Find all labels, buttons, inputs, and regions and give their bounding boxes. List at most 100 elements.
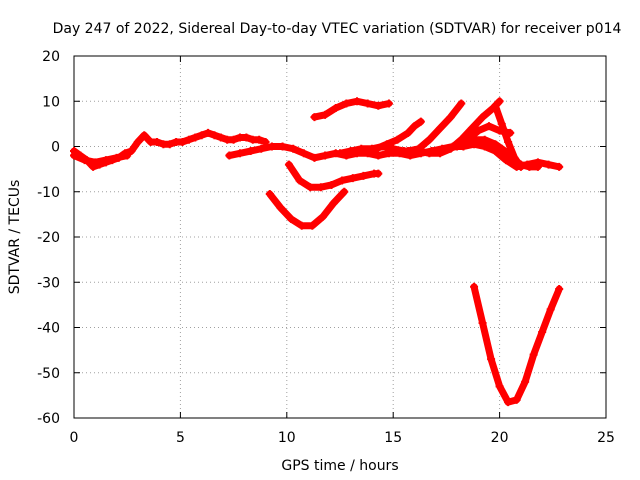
data-point xyxy=(255,135,264,144)
data-point xyxy=(478,318,487,327)
data-point xyxy=(525,162,534,171)
data-point xyxy=(165,140,174,149)
data-point xyxy=(544,160,553,169)
data-point xyxy=(404,147,413,156)
data-point xyxy=(225,151,234,160)
data-point xyxy=(242,133,251,142)
data-point xyxy=(521,377,530,386)
data-point xyxy=(235,149,244,158)
data-point xyxy=(372,144,381,153)
data-point xyxy=(442,144,451,153)
data-point xyxy=(359,171,368,180)
x-axis-ticks: 0 5 10 15 20 25 xyxy=(70,56,615,446)
data-point xyxy=(457,99,466,108)
data-point xyxy=(112,153,121,162)
data-point xyxy=(478,113,487,122)
x-tick-label: 5 xyxy=(176,430,185,446)
data-point xyxy=(80,156,89,165)
x-tick-label: 10 xyxy=(278,430,296,446)
data-point xyxy=(425,135,434,144)
data-point xyxy=(329,199,338,208)
data-point xyxy=(306,183,315,192)
data-point xyxy=(510,153,519,162)
data-point xyxy=(287,214,296,223)
data-point xyxy=(404,128,413,137)
data-point xyxy=(389,144,398,153)
data-point xyxy=(491,101,500,110)
data-point xyxy=(533,162,542,171)
data-point xyxy=(327,180,336,189)
data-point xyxy=(453,142,462,151)
data-point xyxy=(184,135,193,144)
data-point xyxy=(497,119,506,128)
data-point xyxy=(480,135,489,144)
data-point xyxy=(470,282,479,291)
series-track-8 xyxy=(372,117,425,153)
data-point xyxy=(357,144,366,153)
y-tick-label: -20 xyxy=(37,230,60,246)
series-track-4 xyxy=(265,187,349,230)
data-point xyxy=(382,140,391,149)
data-point xyxy=(504,137,513,146)
data-point xyxy=(331,104,340,113)
data-point xyxy=(278,142,287,151)
data-point xyxy=(178,137,187,146)
series-trace xyxy=(470,283,563,406)
data-point xyxy=(321,110,330,119)
data-point xyxy=(267,142,276,151)
data-point xyxy=(425,149,434,158)
data-point xyxy=(308,221,317,230)
data-point xyxy=(316,183,325,192)
data-point xyxy=(133,137,142,146)
data-point xyxy=(321,151,330,160)
data-point xyxy=(474,126,483,135)
data-point xyxy=(555,162,564,171)
data-point xyxy=(512,395,521,404)
data-point xyxy=(297,221,306,230)
data-point xyxy=(101,156,110,165)
data-point xyxy=(340,187,349,196)
data-point xyxy=(140,131,149,140)
data-point xyxy=(299,149,308,158)
data-point xyxy=(204,128,213,137)
data-point xyxy=(538,328,547,337)
data-point xyxy=(346,147,355,156)
series-trace xyxy=(459,136,542,171)
data-point xyxy=(410,122,419,131)
data-point xyxy=(246,147,255,156)
y-tick-label: -30 xyxy=(37,275,60,291)
data-point xyxy=(555,285,564,294)
y-tick-label: -60 xyxy=(37,411,60,427)
data-point xyxy=(416,117,425,126)
series-track-2 xyxy=(70,151,132,167)
y-tick-label: -40 xyxy=(37,321,60,337)
data-point xyxy=(491,140,500,149)
data-point xyxy=(342,99,351,108)
data-point xyxy=(216,133,225,142)
data-point xyxy=(276,203,285,212)
data-point xyxy=(480,142,489,151)
x-tick-label: 0 xyxy=(70,430,79,446)
data-point xyxy=(414,147,423,156)
data-point xyxy=(363,99,372,108)
series-trace xyxy=(266,188,348,230)
data-point xyxy=(348,174,357,183)
data-point xyxy=(529,350,538,359)
data-point xyxy=(393,135,402,144)
data-point xyxy=(70,151,78,160)
y-tick-label: 10 xyxy=(42,94,60,110)
grid xyxy=(74,56,606,418)
data-point xyxy=(374,151,383,160)
data-point xyxy=(197,131,206,140)
data-point xyxy=(484,122,493,131)
data-point xyxy=(436,124,445,133)
data-point xyxy=(152,137,161,146)
data-point xyxy=(257,144,266,153)
data-point xyxy=(504,398,513,407)
data-point xyxy=(127,147,136,156)
data-point xyxy=(501,156,510,165)
data-point xyxy=(289,144,298,153)
series-track-13 xyxy=(491,101,525,171)
y-tick-label: 0 xyxy=(51,140,60,156)
